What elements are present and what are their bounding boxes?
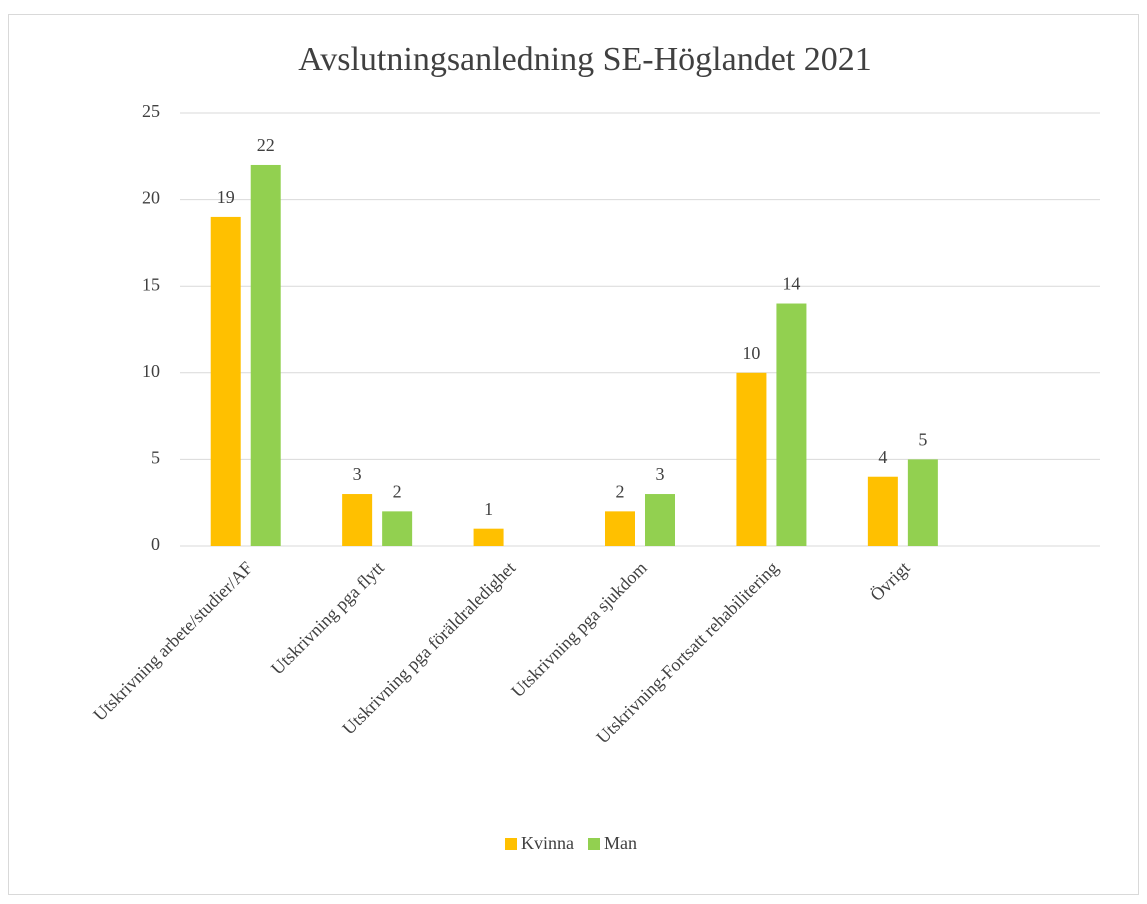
bar	[736, 372, 767, 546]
bar	[250, 164, 281, 546]
bar	[210, 216, 241, 547]
value-label: 19	[217, 187, 235, 207]
legend-swatch	[588, 838, 600, 850]
bar	[473, 528, 504, 546]
y-tick-label: 5	[151, 448, 160, 468]
chart-frame	[8, 14, 1139, 895]
legend-label: Kvinna	[521, 833, 574, 853]
bar	[907, 459, 938, 546]
y-tick-label: 15	[142, 274, 160, 294]
value-label: 10	[742, 343, 760, 363]
value-label: 1	[484, 499, 493, 519]
value-label: 3	[353, 464, 362, 484]
value-label: 3	[656, 464, 665, 484]
bar	[867, 476, 898, 546]
y-tick-label: 0	[151, 534, 160, 554]
value-label: 22	[257, 135, 275, 155]
value-label: 4	[878, 447, 887, 467]
bar	[605, 511, 635, 546]
chart-title: Avslutningsanledning SE-Höglandet 2021	[298, 41, 872, 78]
y-tick-label: 20	[142, 188, 160, 208]
value-label: 14	[782, 274, 800, 294]
value-label: 2	[616, 481, 625, 501]
legend-label: Man	[604, 833, 637, 853]
value-label: 2	[393, 481, 402, 501]
bar	[776, 303, 807, 546]
bar	[382, 511, 413, 546]
y-tick-label: 10	[142, 361, 160, 381]
legend-swatch	[505, 838, 517, 850]
value-label: 5	[918, 430, 927, 450]
bar	[342, 494, 373, 546]
y-tick-label: 25	[142, 101, 160, 121]
bar	[645, 494, 675, 546]
